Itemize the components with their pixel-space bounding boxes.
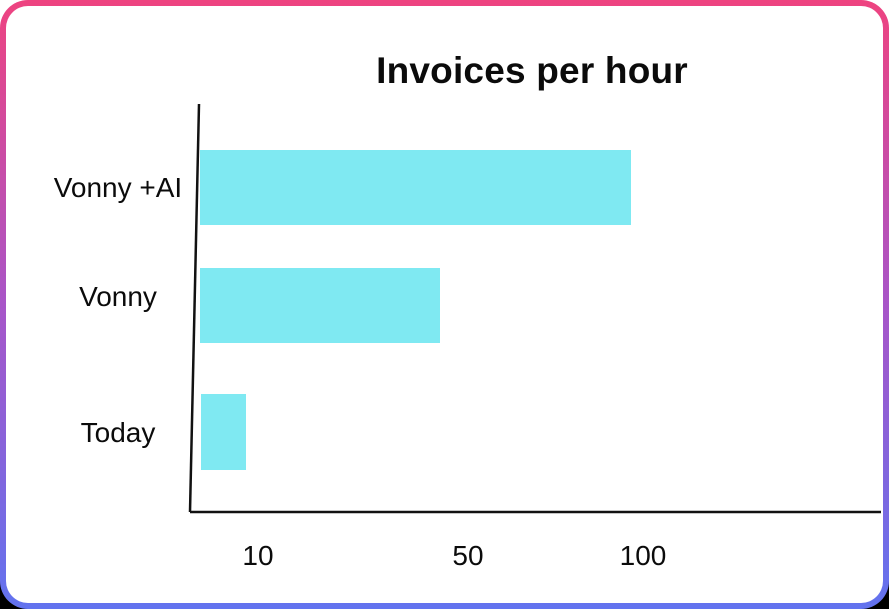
x-tick-label-50: 50: [452, 540, 484, 571]
chart-title: Invoices per hour: [376, 50, 688, 91]
x-tick-label-10: 10: [242, 540, 274, 571]
x-tick-label-100: 100: [619, 540, 667, 571]
category-label-vonny-ai: Vonny +AI: [53, 172, 183, 203]
y-axis-line: [188, 103, 201, 513]
bar-vonny: [200, 268, 440, 343]
category-label-today: Today: [80, 417, 156, 448]
bar-vonny-ai: [200, 150, 631, 225]
category-label-vonny: Vonny: [79, 281, 157, 312]
bar-today: [201, 394, 246, 470]
